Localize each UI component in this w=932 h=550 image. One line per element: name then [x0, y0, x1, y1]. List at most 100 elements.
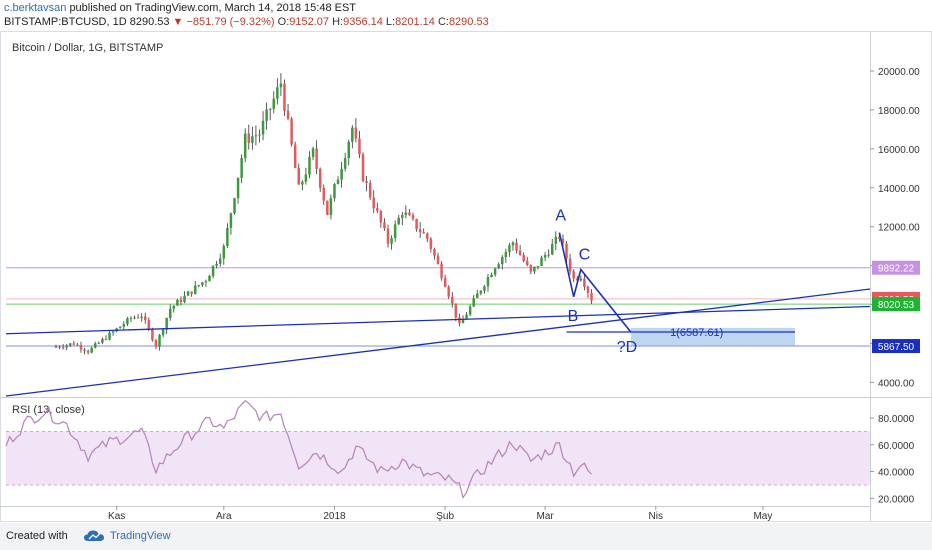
close-value: 8290.53: [448, 16, 489, 28]
candle-down: [154, 340, 158, 347]
trendline: [5, 288, 871, 397]
candle-down: [415, 218, 418, 230]
candle-up: [579, 278, 583, 281]
candle-down: [451, 296, 454, 304]
chart-title: Bitcoin / Dollar, 1G, BITSTAMP: [12, 42, 163, 54]
candle-up: [229, 213, 233, 228]
candle-up: [554, 236, 558, 244]
author-link[interactable]: c.berktavsan: [4, 2, 67, 14]
trendline: [5, 305, 871, 335]
candle-down: [515, 242, 518, 251]
candle-down: [368, 182, 372, 198]
rsi-line: [5, 399, 592, 500]
candle-down: [361, 154, 365, 182]
candle-down: [190, 291, 193, 294]
candle-up: [504, 251, 508, 258]
candle-up: [329, 198, 333, 215]
candle-up: [501, 257, 504, 265]
candle-up: [243, 133, 247, 159]
candle-up: [183, 295, 186, 303]
candle-up: [111, 331, 115, 333]
tradingview-brand-link[interactable]: TradingView: [110, 530, 171, 542]
candle-down: [58, 346, 61, 348]
rsi-tick-label: 20.0000: [878, 494, 915, 505]
candle-up: [186, 291, 190, 296]
candle-up: [176, 299, 179, 306]
candle-up: [404, 212, 408, 215]
candle-down: [247, 133, 251, 143]
candle-down: [443, 278, 447, 287]
price-change: −851.79 (−9.32%): [186, 16, 275, 28]
candle-down: [558, 236, 561, 239]
candle-up: [276, 87, 279, 99]
time-tick-label: 2018: [323, 511, 346, 522]
candle-up: [126, 318, 129, 325]
candle-up: [261, 120, 265, 135]
candle-down: [561, 238, 565, 244]
candle-up: [340, 168, 343, 180]
candle-up: [536, 265, 540, 267]
candle-up: [165, 318, 168, 330]
open-label: O:: [277, 16, 290, 28]
candle-down: [529, 264, 533, 272]
symbol-label: BITSTAMP:BTCUSD, 1D: [4, 16, 127, 28]
candle-down: [79, 345, 83, 350]
candle-up: [69, 343, 72, 346]
candle-down: [411, 215, 415, 219]
candle-up: [94, 343, 97, 348]
candle-up: [493, 268, 497, 275]
candle-up: [343, 158, 347, 169]
candle-down: [72, 343, 76, 345]
candle-down: [86, 351, 90, 353]
candle-down: [526, 260, 529, 265]
candle-down: [365, 181, 368, 183]
candle-up: [65, 345, 68, 348]
candle-down: [522, 255, 525, 261]
candle-up: [97, 342, 101, 344]
candle-down: [565, 243, 568, 259]
candle-up: [101, 338, 104, 343]
high-label: H:: [332, 16, 344, 28]
candle-up: [233, 198, 236, 214]
published-text: published on TradingView.com, March 14, …: [69, 2, 357, 14]
candle-down: [436, 255, 440, 264]
candle-up: [465, 314, 468, 320]
candle-down: [418, 229, 422, 233]
candle-down: [518, 250, 522, 256]
candle-up: [472, 298, 475, 307]
candle-down: [358, 138, 361, 155]
candle-up: [461, 319, 465, 324]
candle-up: [279, 83, 283, 88]
candle-down: [322, 187, 326, 201]
price-chart[interactable]: 4000.006000.008000.0010000.0012000.00140…: [0, 0, 932, 523]
candle-up: [311, 148, 315, 157]
candle-up: [204, 281, 208, 283]
candle-down: [408, 212, 411, 216]
candle-down: [297, 167, 301, 185]
candle-up: [497, 264, 500, 269]
open-value: 9152.07: [289, 16, 330, 28]
candle-down: [447, 286, 450, 297]
price-level-badge: [872, 339, 920, 354]
candle-down: [76, 344, 79, 346]
candle-up: [333, 184, 336, 199]
candle-down: [283, 83, 286, 111]
price-tick-label: 16000.00: [878, 145, 920, 156]
price-level-label: 5867.50: [878, 342, 915, 353]
candle-down: [458, 317, 461, 324]
candles-group: [54, 73, 593, 355]
candle-up: [254, 135, 258, 137]
price-level-badge: [872, 260, 920, 275]
candle-down: [315, 148, 318, 169]
price-tick-label: 4000.00: [878, 378, 915, 389]
price-tick-label: 14000.00: [878, 184, 920, 195]
pattern-point-label: ?D: [617, 339, 637, 356]
candle-up: [108, 332, 111, 340]
candle-down: [104, 338, 108, 340]
pattern-point-label: A: [555, 208, 566, 225]
candle-down: [572, 271, 575, 279]
candle-up: [533, 266, 536, 272]
candle-up: [211, 265, 215, 276]
candle-up: [140, 316, 143, 318]
candle-up: [226, 227, 229, 246]
